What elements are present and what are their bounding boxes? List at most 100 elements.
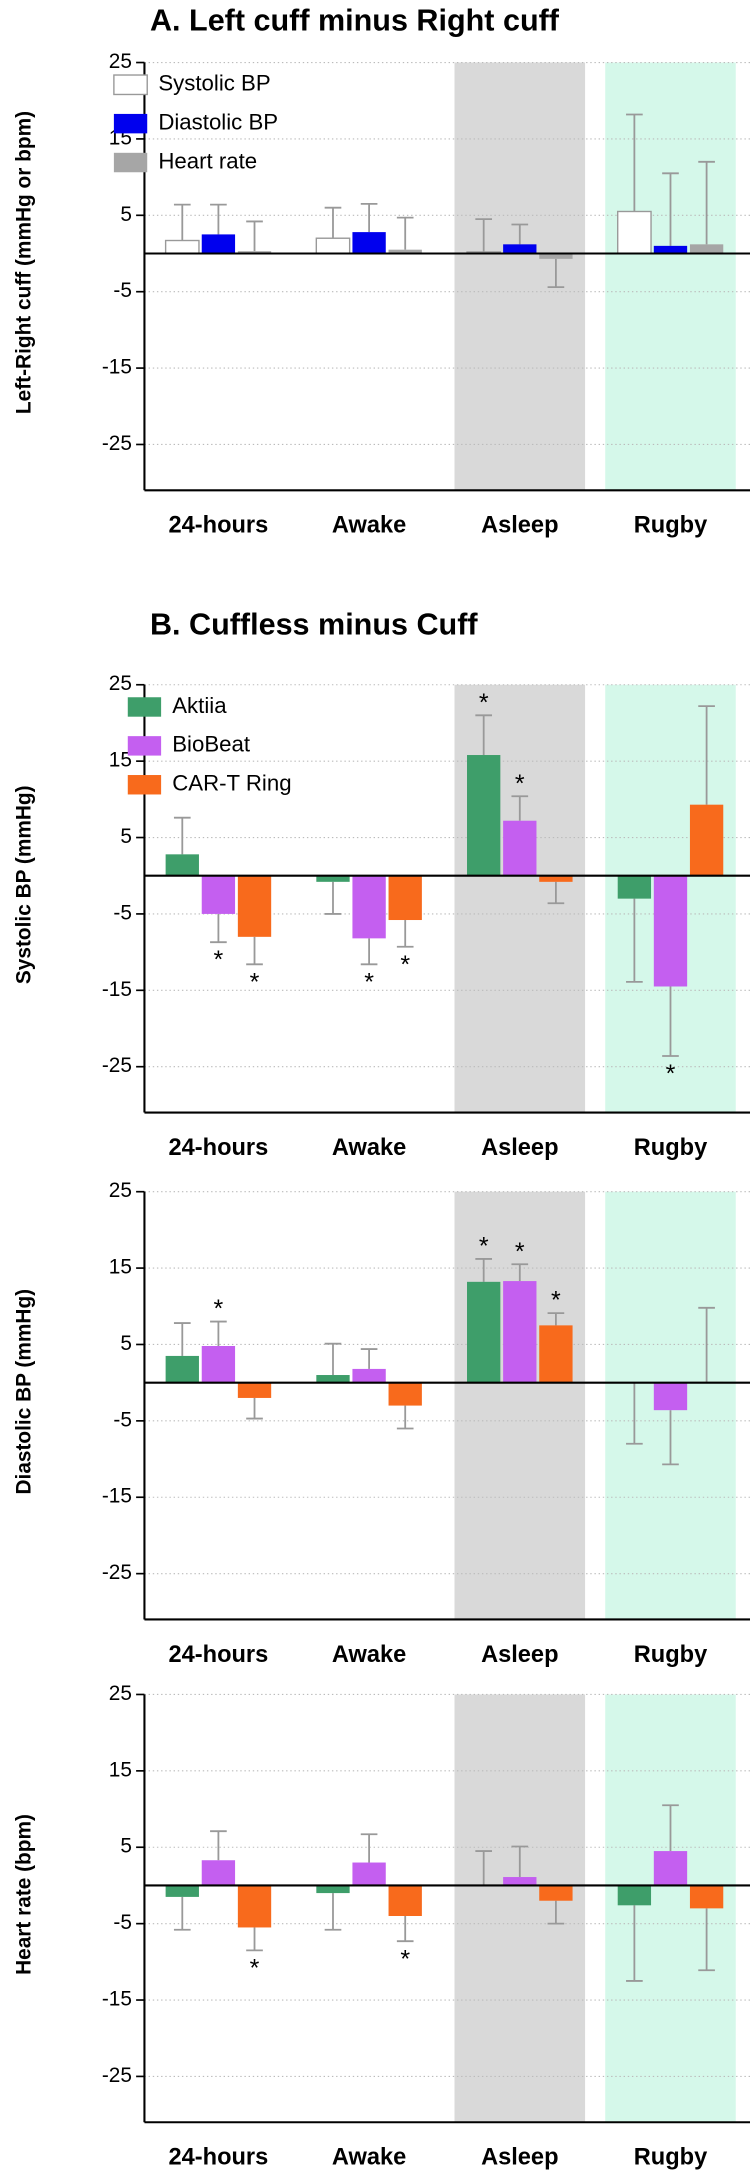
bar xyxy=(653,245,688,254)
significance-mark: * xyxy=(250,968,260,996)
legend-label: Diastolic BP xyxy=(158,110,278,135)
x-tick-label: 24-hours xyxy=(169,1135,269,1161)
y-tick-label: 5 xyxy=(120,825,132,848)
significance-mark: * xyxy=(515,770,525,798)
legend-swatch xyxy=(127,775,162,795)
y-tick-label: -25 xyxy=(102,1054,132,1077)
bar xyxy=(503,1877,537,1886)
bar xyxy=(388,249,422,254)
bar xyxy=(201,1346,236,1383)
bar xyxy=(165,854,199,876)
x-tick-label: Awake xyxy=(332,1642,406,1668)
x-tick-label: Awake xyxy=(332,2145,406,2171)
period-shading xyxy=(454,1191,586,1620)
y-tick-label: -5 xyxy=(113,279,132,302)
period-shading xyxy=(454,62,586,491)
y-tick-label: -15 xyxy=(102,1988,132,2011)
chart: -25 -15 -5 5 15 25 24-hours Awake Asleep Rugby * * *… xyxy=(13,607,750,1161)
bar xyxy=(165,1355,199,1383)
y-tick-label: 5 xyxy=(120,1332,132,1355)
significance-mark: * xyxy=(479,689,489,717)
x-tick-label: Rugby xyxy=(634,1642,707,1668)
y-tick-label: -25 xyxy=(102,1561,132,1584)
significance-mark: * xyxy=(364,968,374,996)
chart-title: A. Left cuff minus Right cuff xyxy=(150,3,560,37)
y-tick-label: -5 xyxy=(113,1408,132,1431)
significance-mark: * xyxy=(666,1060,676,1088)
period-shading xyxy=(454,684,586,1113)
y-tick-label: -15 xyxy=(102,1485,132,1508)
bar xyxy=(316,1885,350,1894)
bar xyxy=(653,1851,688,1886)
bar xyxy=(539,1325,573,1383)
x-tick-label: Rugby xyxy=(634,1135,707,1161)
bar xyxy=(467,755,501,876)
period-shading xyxy=(454,1694,586,2123)
bar xyxy=(316,875,350,882)
bar xyxy=(539,1885,573,1901)
x-tick-label: Rugby xyxy=(634,2145,707,2171)
bar xyxy=(689,1885,724,1909)
chart: -25 -15 -5 5 15 25 24-hours Awake Asleep Rugby * * *… xyxy=(13,1179,750,1668)
y-tick-label: -5 xyxy=(113,1911,132,1934)
chart: -25 -15 -5 5 15 25 24-hours Awake Asleep Rugby * * H… xyxy=(13,1682,750,2171)
significance-mark: * xyxy=(515,1238,525,1266)
y-axis-label: Diastolic BP (mmHg) xyxy=(13,1289,36,1495)
bar xyxy=(201,875,236,914)
bar xyxy=(237,1885,272,1928)
legend-label: Heart rate xyxy=(158,148,257,173)
bar xyxy=(503,1281,537,1383)
y-tick-label: -5 xyxy=(113,901,132,924)
significance-mark: * xyxy=(479,1232,489,1260)
y-tick-label: 15 xyxy=(109,749,132,772)
bar xyxy=(617,875,652,899)
y-tick-label: 15 xyxy=(109,1256,132,1279)
significance-mark: * xyxy=(214,946,224,974)
bar xyxy=(653,1382,688,1411)
bar xyxy=(165,1885,199,1897)
significance-mark: * xyxy=(400,951,410,979)
bar xyxy=(689,804,724,876)
x-tick-label: 24-hours xyxy=(169,513,269,539)
bar xyxy=(352,875,386,939)
bar xyxy=(617,210,652,255)
y-tick-label: -25 xyxy=(102,2064,132,2087)
bar xyxy=(316,1375,350,1383)
x-tick-label: Asleep xyxy=(481,2145,558,2171)
bar xyxy=(201,1860,236,1886)
bar xyxy=(201,234,236,254)
y-tick-label: 25 xyxy=(109,672,132,695)
significance-mark: * xyxy=(400,1945,410,1973)
x-tick-label: Asleep xyxy=(481,1135,558,1161)
y-axis-label: Systolic BP (mmHg) xyxy=(13,785,36,984)
bar xyxy=(237,1382,272,1398)
bar xyxy=(503,244,537,254)
legend-label: Systolic BP xyxy=(158,71,270,96)
y-tick-label: 25 xyxy=(109,50,132,73)
y-tick-label: -15 xyxy=(102,356,132,379)
x-tick-label: 24-hours xyxy=(169,2145,269,2171)
significance-mark: * xyxy=(250,1954,260,1982)
legend-swatch xyxy=(113,152,148,173)
bar xyxy=(237,875,272,937)
bar xyxy=(237,251,272,254)
bar xyxy=(164,239,200,255)
y-axis-label: Left-Right cuff (mmHg or bpm) xyxy=(13,111,36,414)
x-tick-label: Awake xyxy=(332,513,406,539)
legend-label: Aktiia xyxy=(172,693,227,718)
legend-swatch xyxy=(127,697,162,717)
bar xyxy=(352,232,386,254)
period-shading xyxy=(605,62,736,491)
bar xyxy=(315,237,351,255)
bar xyxy=(653,875,688,987)
y-tick-label: 25 xyxy=(109,1682,132,1705)
legend-swatch xyxy=(127,736,162,756)
bar xyxy=(689,244,724,254)
bar xyxy=(467,1281,501,1383)
significance-mark: * xyxy=(551,1287,561,1315)
bar xyxy=(539,253,573,259)
legend-label: CAR-T Ring xyxy=(172,771,291,796)
bar xyxy=(352,1862,386,1886)
